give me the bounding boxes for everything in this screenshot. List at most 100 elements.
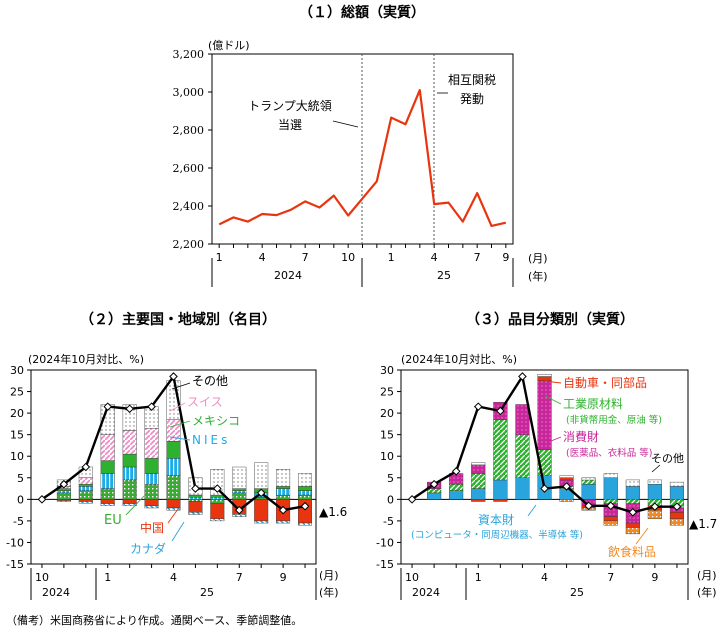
chart2-x-unit-year: (年) [319,585,339,599]
c3-xtick-label: 7 [607,571,614,584]
c3-total-point [473,402,483,411]
c2-bar-カナダ [166,507,181,511]
c3-total-point [606,501,616,511]
chart1-annotation-tariff-2: 発動 [460,92,484,106]
chart3-legend-food-arrow [635,527,649,545]
c3-ytick-label: -10 [376,536,394,549]
chart2-legend-china-arrow [167,508,179,524]
chart2-legend-china: 中国 [140,520,164,535]
c2-bar-EU [56,492,71,500]
c3-bar-飲食料品 [647,509,662,519]
c2-bar-NIEs [100,473,115,489]
c3-ytick-label: 30 [380,364,394,377]
chart3-legend-industrial: 工業原材料 [563,397,623,411]
chart2-title: （２）主要国・地域別（名目） [80,311,276,328]
c2-ytick-label: -10 [6,536,24,549]
c3-xtick-label: 9 [651,571,658,584]
c2-bar-スイス [78,477,93,485]
c3-total-point [451,467,461,476]
c3-bar-資本財 [515,477,530,500]
chart3-x-unit-month: (月) [697,569,717,582]
chart2-legend-others: その他 [192,374,228,388]
c2-total-point [213,484,222,493]
c2-bar-その他 [276,469,291,487]
c2-xtick-label: 7 [236,571,243,584]
chart3-year-2025: 25 [570,586,584,599]
c2-total-point [169,372,178,381]
c3-bar-その他 [559,475,574,479]
c2-xtick-label: 1 [104,571,111,584]
c2-bar-カナダ [122,503,137,507]
chart1-unit-label: (億ドル) [208,39,250,52]
c2-bar-EU [144,484,159,500]
chart1-title: （１）総額（実質） [299,4,425,21]
c3-bar-工業原材料 [427,488,442,494]
chart2-x-unit-month: (月) [319,569,339,582]
c2-bar-中国 [166,499,181,509]
chart3-legend-consumer-note: (医薬品、衣料品 等) [566,447,652,459]
c2-total-point [103,402,113,411]
c3-total-point [429,479,439,489]
c2-bar-カナダ [78,501,93,504]
chart2-unit-label: (2024年10月対比、%) [28,352,144,366]
c3-ytick-label: -15 [376,558,394,571]
c3-bar-資本財 [625,486,640,500]
c3-xtick-label: 10 [405,571,419,584]
chart2-legend-others-arrow [171,382,191,390]
c3-bar-資本財 [603,477,618,500]
c3-bar-資本財 [449,490,464,500]
chart1-ytick-label: 2,400 [173,200,205,213]
c3-bar-飲食料品 [603,520,618,526]
c2-bar-NIEs [56,490,71,494]
footnote: （備考）米国商務省により作成。通関ベース、季節調整値。 [6,613,302,627]
c3-ytick-label: 0 [387,493,394,506]
chart1-annotation-tariff: 相互関税 [448,73,496,87]
c2-bar-スイス [100,434,115,461]
c3-total-point [584,501,593,511]
c2-ytick-label: 0 [17,493,24,506]
c2-bar-EU [166,475,181,500]
c3-ytick-label: -5 [383,515,394,528]
c3-total-point [672,502,682,511]
chart1-ytick-label: 3,200 [173,48,205,61]
chart3-last-value-label: ▲1.7 [689,517,717,531]
chart3-year-2024: 2024 [412,586,440,599]
c2-bar-カナダ [276,520,291,524]
c3-bar-飲食料品 [669,518,684,526]
c3-bar-飲食料品 [559,499,574,502]
c3-bar-資本財 [647,484,662,500]
c3-bar-自動車・同部品 [559,477,574,481]
c2-bar-中国 [254,499,269,522]
c2-total-point [300,501,310,511]
c2-bar-カナダ [210,518,225,522]
chart1-year-2025: 25 [437,269,451,282]
c2-bar-カナダ [144,505,159,509]
c3-ytick-label: 20 [380,407,394,420]
c2-bar-その他 [254,462,269,489]
c3-bar-消費財 [537,380,552,450]
c2-bar-NIEs [276,488,291,496]
c2-bar-NIEs [144,473,159,485]
c2-bar-NIEs [122,466,137,481]
c3-bar-その他 [603,473,618,479]
chart3-legend-autos: 自動車・同部品 [563,375,647,390]
chart2-legend-swiss: スイス [187,395,223,409]
c2-ytick-label: 5 [17,472,24,485]
chart3-unit-label: (2024年10月対比、%) [401,352,517,366]
c3-bar-その他 [537,374,552,377]
chart1-total-series-line [218,88,507,227]
c3-ytick-label: 25 [380,386,394,399]
c2-bar-メキシコ [188,494,203,498]
c2-ytick-label: -5 [13,515,24,528]
c2-total-point [278,505,288,515]
chart2-legend-swiss-arrow [169,402,186,412]
c3-bar-その他 [647,479,662,485]
c2-bar-中国 [188,501,203,513]
c2-bar-カナダ [298,522,313,526]
chart1-xtick-label: 7 [302,251,309,264]
c2-bar-スイス [144,428,159,459]
c2-bar-EU [78,490,93,500]
c2-bar-スイス [122,430,137,455]
c3-total-point [496,406,505,416]
c3-bar-資本財 [669,486,684,500]
